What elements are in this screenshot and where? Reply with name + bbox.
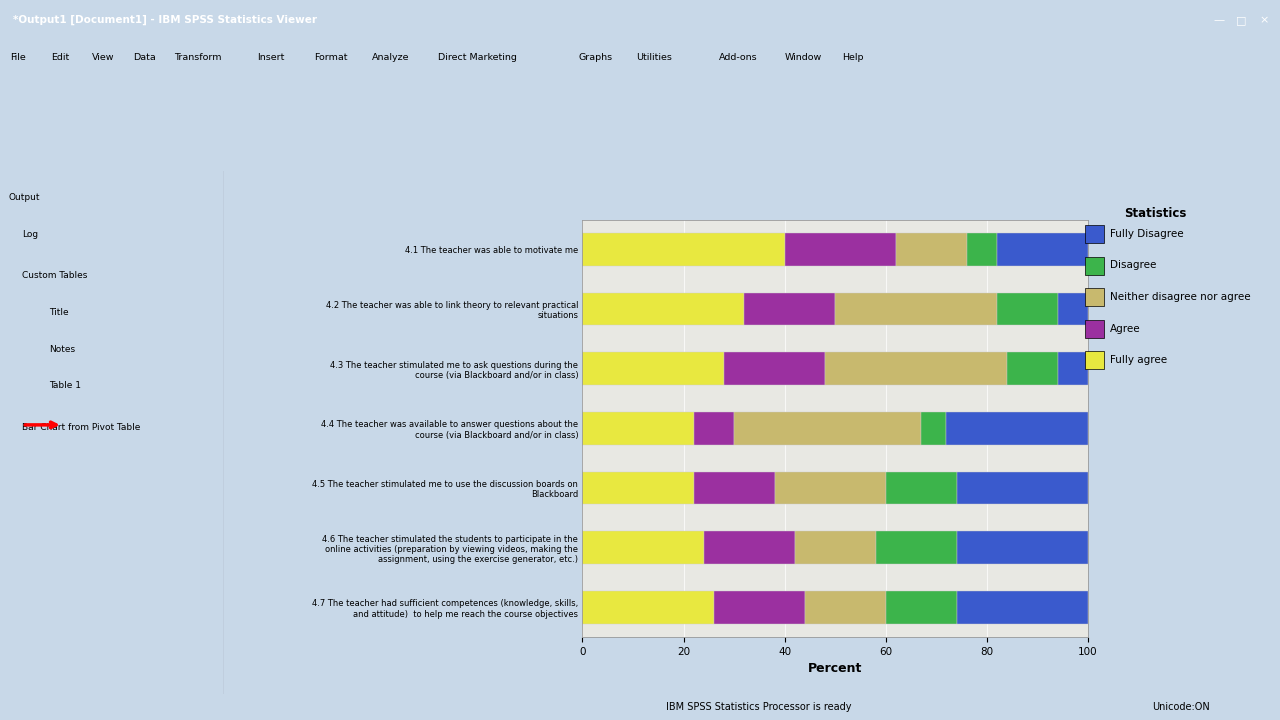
Bar (735, 412, 922, 445)
Bar (997, 293, 1057, 325)
Bar (1084, 225, 1103, 243)
Text: Window: Window (785, 53, 822, 62)
Text: Unicode:ON: Unicode:ON (1152, 702, 1210, 712)
Text: Direct Marketing: Direct Marketing (438, 53, 517, 62)
Text: Log: Log (23, 230, 38, 238)
Text: Statistics: Statistics (1124, 207, 1187, 220)
Text: Transform: Transform (174, 53, 221, 62)
Bar (946, 412, 1088, 445)
Text: Output: Output (9, 193, 41, 202)
Bar (744, 293, 836, 325)
Bar (1084, 256, 1103, 274)
Bar (774, 472, 886, 505)
Bar (582, 352, 724, 385)
Text: Add-ons: Add-ons (718, 53, 758, 62)
Bar (1084, 320, 1103, 338)
Bar (694, 412, 735, 445)
Text: Agree: Agree (1110, 323, 1140, 333)
Text: Custom Tables: Custom Tables (23, 271, 88, 280)
Text: Bar Chart from Pivot Table: Bar Chart from Pivot Table (23, 423, 141, 432)
Bar (922, 412, 946, 445)
Bar (956, 591, 1088, 624)
Text: Neither disagree nor agree: Neither disagree nor agree (1110, 292, 1251, 302)
Text: File: File (10, 53, 26, 62)
Bar (582, 412, 694, 445)
Bar (886, 591, 956, 624)
Bar (704, 531, 795, 564)
Text: Notes: Notes (50, 345, 76, 354)
Text: Disagree: Disagree (1110, 261, 1156, 271)
Text: Title: Title (50, 308, 69, 317)
Bar (886, 472, 956, 505)
Text: ×: × (1260, 15, 1270, 25)
Text: Table 1: Table 1 (50, 381, 82, 390)
Bar (876, 531, 956, 564)
Bar (582, 233, 785, 266)
Bar (896, 233, 966, 266)
Text: Utilities: Utilities (636, 53, 672, 62)
Text: Edit: Edit (51, 53, 69, 62)
X-axis label: Percent: Percent (808, 662, 863, 675)
Bar (826, 352, 1007, 385)
Text: Fully Disagree: Fully Disagree (1110, 229, 1183, 239)
Text: Data: Data (133, 53, 156, 62)
Bar (694, 472, 774, 505)
Bar (1057, 352, 1088, 385)
Bar (1084, 351, 1103, 369)
Text: Fully agree: Fully agree (1110, 355, 1166, 365)
Text: —: — (1213, 15, 1224, 25)
Bar (795, 531, 876, 564)
Bar (836, 293, 997, 325)
Text: IBM SPSS Statistics Processor is ready: IBM SPSS Statistics Processor is ready (666, 702, 851, 712)
Bar (956, 531, 1088, 564)
Bar (582, 293, 744, 325)
Bar (997, 233, 1088, 266)
Text: Insert: Insert (256, 53, 284, 62)
Text: View: View (92, 53, 115, 62)
Text: *Output1 [Document1] - IBM SPSS Statistics Viewer: *Output1 [Document1] - IBM SPSS Statisti… (13, 15, 317, 25)
Bar (785, 233, 896, 266)
Bar (582, 591, 714, 624)
Bar (1084, 288, 1103, 306)
Text: Format: Format (315, 53, 348, 62)
Text: Analyze: Analyze (371, 53, 410, 62)
Text: □: □ (1236, 15, 1247, 25)
Bar (1057, 293, 1088, 325)
Bar (956, 472, 1088, 505)
Bar (966, 233, 997, 266)
Bar (805, 591, 886, 624)
Bar (582, 531, 704, 564)
Text: Help: Help (842, 53, 864, 62)
Bar (714, 591, 805, 624)
Text: Graphs: Graphs (579, 53, 613, 62)
Bar (724, 352, 826, 385)
Bar (582, 472, 694, 505)
Bar (1007, 352, 1057, 385)
